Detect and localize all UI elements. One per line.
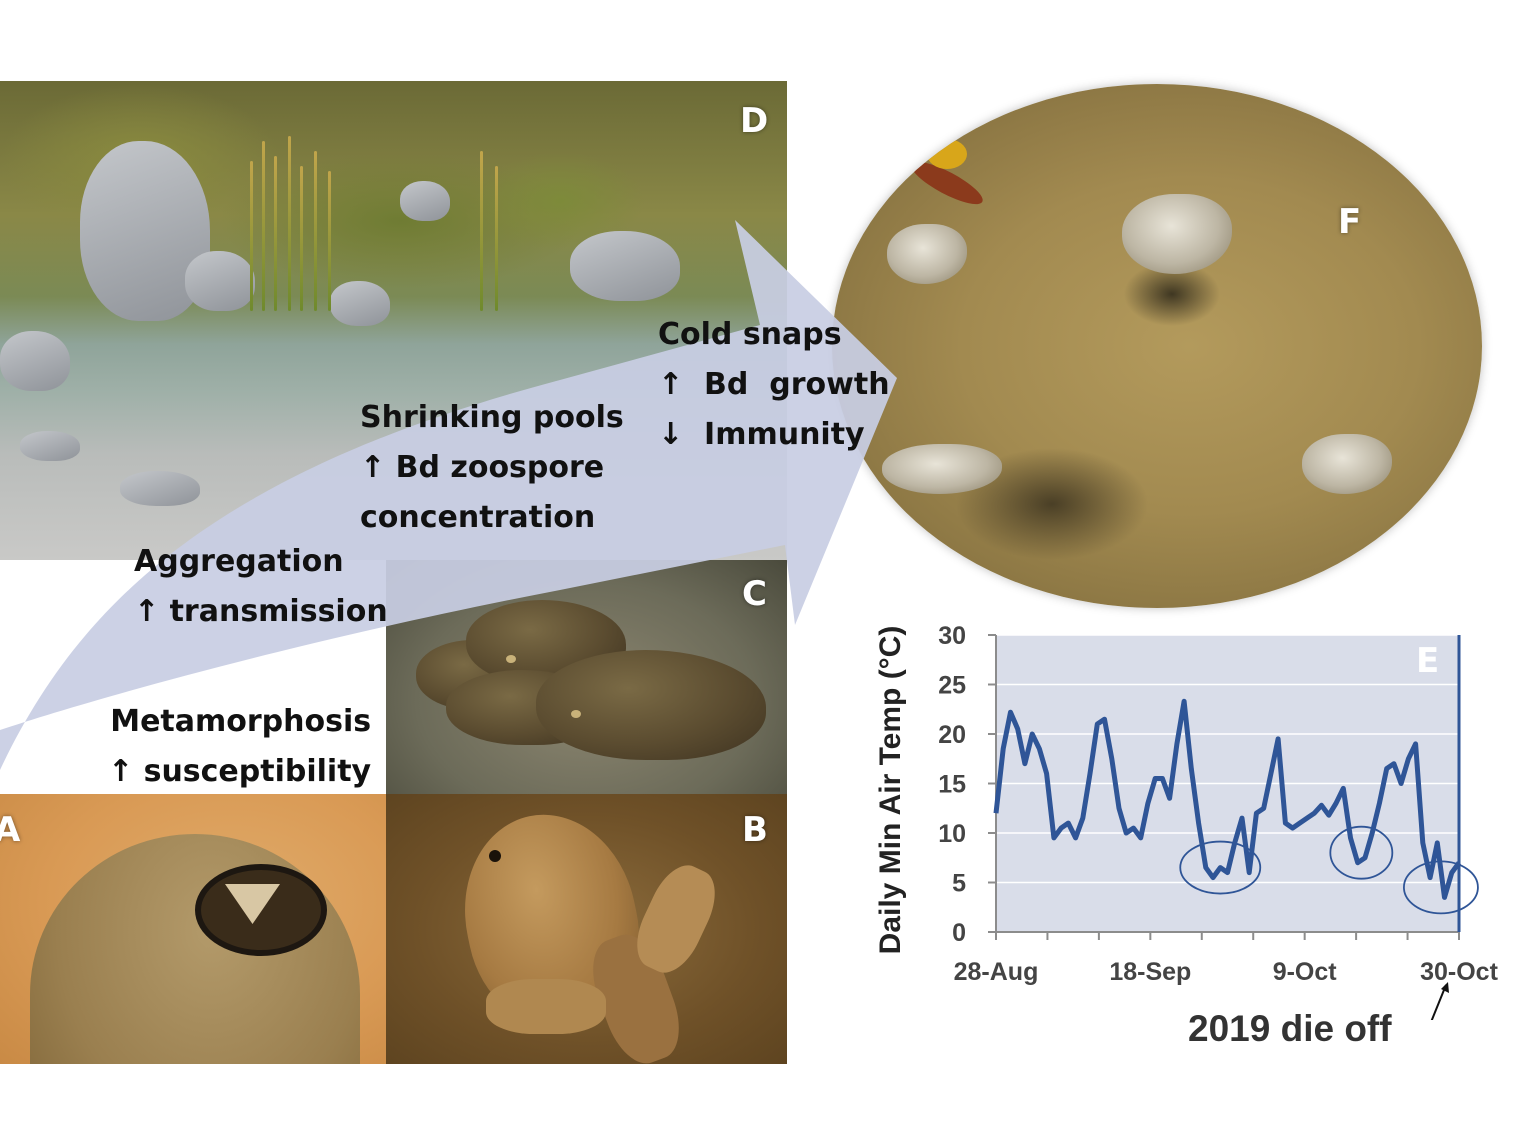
series-line [993, 698, 1462, 900]
y-axis: 0 5 10 15 20 25 30 [938, 622, 997, 947]
toad [536, 650, 766, 760]
toad-eye [506, 655, 516, 663]
reed [288, 136, 291, 311]
cold-snap-circle [1179, 840, 1262, 895]
reed [262, 141, 265, 311]
panel-letter-f: F [1338, 202, 1362, 242]
boulder [185, 251, 255, 311]
arrow-shape [0, 220, 897, 770]
y-tick-label: 30 [938, 622, 966, 650]
metamorph-eye [489, 850, 501, 862]
x-axis: 28-Aug 18-Sep 9-Oct 30-Oct [954, 931, 1499, 986]
boulder [20, 431, 80, 461]
x-tick-label: 9-Oct [1273, 958, 1338, 986]
dead-frog [1122, 194, 1232, 274]
metamorph-photo: B [386, 794, 787, 1064]
dead-frogs-photo: F [832, 84, 1482, 608]
cold-snap-circle [1329, 825, 1394, 880]
panel-letter-e: E [1416, 641, 1439, 681]
reed [495, 166, 498, 311]
reed [314, 151, 317, 311]
panel-letter-a: A [0, 810, 21, 850]
reed [480, 151, 483, 311]
shrinking-pools-label: Shrinking pools ↑ Bd zoospore concentrat… [360, 400, 624, 535]
cold-snaps-label: Cold snaps ↑ Bd growth ↓ Immunity [658, 317, 890, 452]
tadpole-mouth-photo: A [0, 794, 386, 1064]
dead-frog [887, 224, 967, 284]
y-tick-label: 20 [938, 721, 966, 749]
metamorph-leg [486, 979, 606, 1034]
die-off-pointer-arrowhead [1441, 982, 1449, 993]
reed [250, 161, 253, 311]
boulder [330, 281, 390, 326]
panel-letter-b: B [742, 810, 768, 850]
panel-letter-c: C [742, 574, 767, 614]
y-tick-label: 0 [952, 919, 966, 947]
leaf [927, 139, 967, 169]
x-tick-label: 28-Aug [954, 958, 1039, 986]
reed [328, 171, 331, 311]
boulder [120, 471, 200, 506]
y-axis-label: Daily Min Air Temp (°C) [874, 626, 907, 955]
x-tick-label: 30-Oct [1420, 958, 1498, 986]
y-tick-label: 15 [938, 771, 966, 799]
die-off-annotation: 2019 die off [1188, 1008, 1392, 1049]
reed [300, 166, 303, 311]
y-tick-label: 5 [952, 870, 966, 898]
dead-frog [1302, 434, 1392, 494]
boulder [400, 181, 450, 221]
dead-frog [882, 444, 1002, 494]
y-tick-label: 25 [938, 672, 966, 700]
metamorphosis-label: Metamorphosis ↑ susceptibility [108, 704, 372, 789]
toad-eye [571, 710, 581, 718]
temperature-chart: 0 5 10 15 20 25 30 28-Aug 18-Sep 9-Oct 30-Oct Dai… [874, 622, 1499, 1020]
die-off-pointer-arrow [1430, 984, 1447, 1020]
boulder [0, 331, 70, 391]
aggregation-label: Aggregation ↑ transmission [134, 544, 388, 629]
y-tick-label: 10 [938, 820, 966, 848]
panel-letter-d: D [740, 101, 769, 141]
x-tick-label: 18-Sep [1109, 958, 1191, 986]
reed [274, 156, 277, 311]
boulder [570, 231, 680, 301]
